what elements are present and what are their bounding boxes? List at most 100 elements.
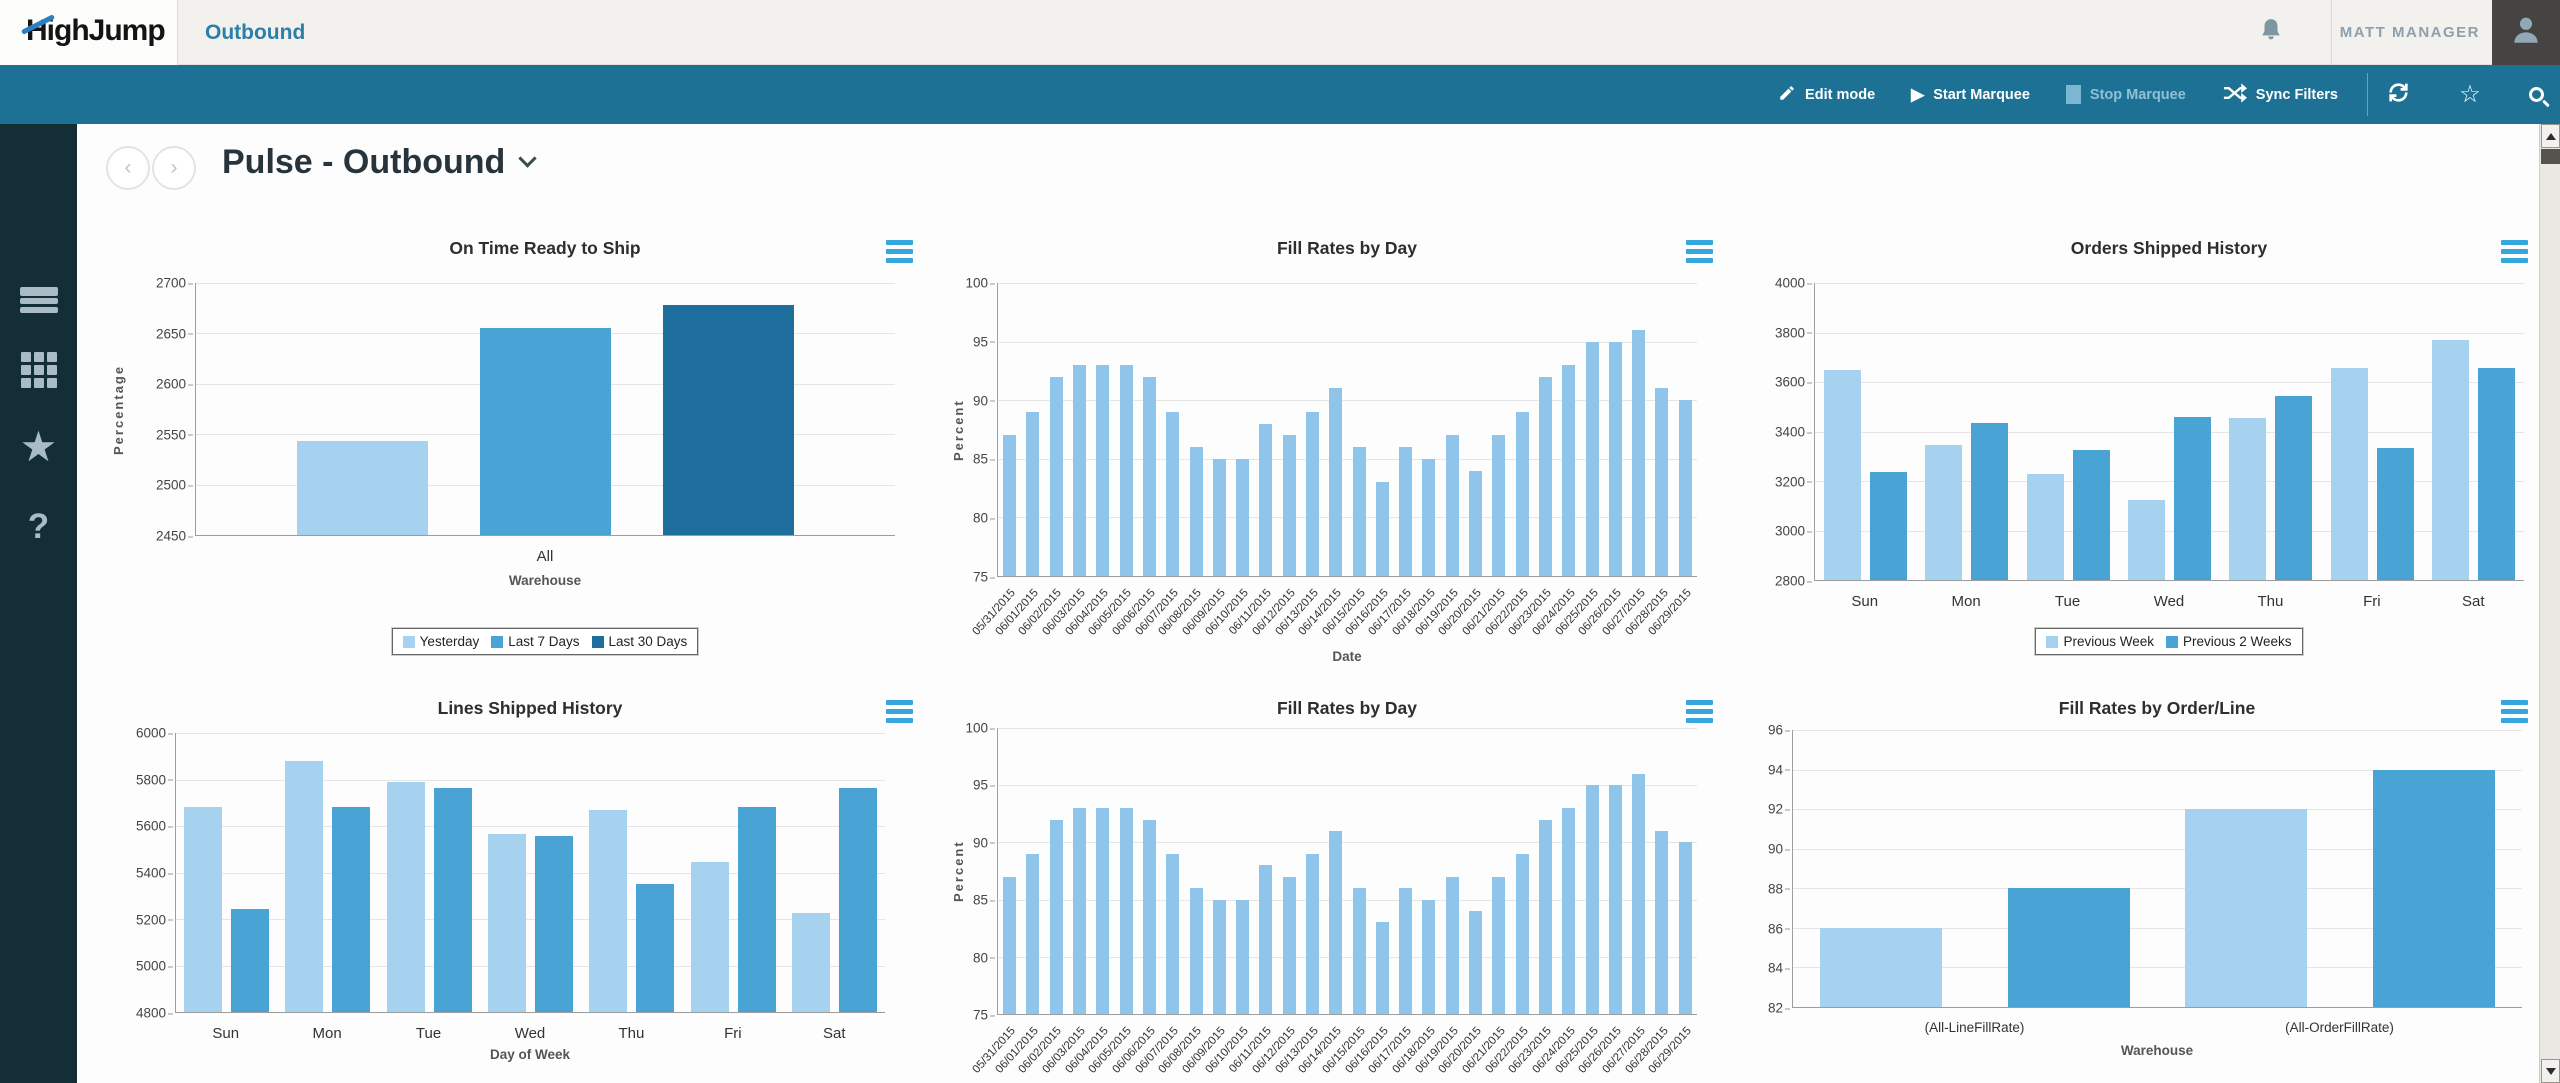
chart-panel-lines-shipped-history: Lines Shipped History 6000 5800 5600 5400 52… xyxy=(95,686,925,1083)
page-title-dropdown[interactable]: Pulse - Outbound xyxy=(222,143,538,182)
gridline xyxy=(1793,927,2522,929)
bar xyxy=(1820,927,1943,1007)
gridline xyxy=(1815,481,2524,482)
back-button[interactable]: ‹ xyxy=(106,146,150,190)
y-tick-label: 3600 xyxy=(1774,374,1813,390)
sidebar-apps-button[interactable] xyxy=(0,342,77,398)
scroll-down-button[interactable] xyxy=(2541,1059,2560,1083)
x-category-label: Sun xyxy=(212,1025,240,1042)
logo-container: HighJump xyxy=(0,0,178,65)
y-tick-label: 5400 xyxy=(135,865,174,881)
chart-title: Fill Rates by Order/Line xyxy=(2058,698,2256,718)
action-toolbar: Edit mode ▶ Start Marquee Stop Marquee S… xyxy=(0,65,2560,124)
y-tick-label: 3400 xyxy=(1774,424,1813,440)
bar xyxy=(1655,388,1669,576)
x-category-label: Sat xyxy=(2461,593,2485,610)
edit-mode-label: Edit mode xyxy=(1805,86,1876,103)
bar xyxy=(1352,447,1366,576)
bar xyxy=(1492,876,1506,1014)
bar xyxy=(1096,365,1110,576)
shuffle-icon xyxy=(2222,82,2247,108)
y-tick-label: 75 xyxy=(972,569,996,585)
bar xyxy=(1971,422,2009,580)
start-marquee-button[interactable]: ▶ Start Marquee xyxy=(1911,86,2030,103)
bar xyxy=(1306,411,1319,576)
x-category-label: Sat xyxy=(822,1025,846,1042)
x-category-label: Mon xyxy=(1951,593,1981,610)
legend-label: Last 30 Days xyxy=(608,634,688,649)
x-category-label: Tue xyxy=(2054,593,2081,610)
bar xyxy=(1608,785,1622,1014)
legend-label: Yesterday xyxy=(419,634,480,649)
favorite-button[interactable]: ☆ xyxy=(2459,80,2481,108)
bar-group xyxy=(1815,283,1916,580)
chart-menu-icon[interactable] xyxy=(882,232,917,271)
bar xyxy=(1049,376,1063,576)
bar xyxy=(534,836,573,1012)
y-tick-label: 82 xyxy=(1767,1000,1791,1016)
gridline xyxy=(998,785,1697,787)
bar xyxy=(1073,808,1087,1014)
bar-group xyxy=(2321,283,2422,580)
refresh-button[interactable] xyxy=(2386,80,2411,110)
y-tick-label: 90 xyxy=(1767,841,1791,857)
chart-menu-icon[interactable] xyxy=(1682,232,1717,271)
notifications-button[interactable] xyxy=(2258,0,2284,65)
y-tick-label: 86 xyxy=(1767,921,1791,937)
sync-filters-button[interactable]: Sync Filters xyxy=(2222,82,2338,108)
stop-marquee-label: Stop Marquee xyxy=(2089,86,2186,103)
forward-button[interactable]: › xyxy=(152,146,196,190)
user-menu[interactable]: MATT MANAGER xyxy=(2339,24,2480,41)
bar xyxy=(2330,368,2368,580)
stop-icon xyxy=(2065,85,2081,104)
bar xyxy=(2376,447,2414,580)
edit-mode-button[interactable]: Edit mode xyxy=(1778,84,1875,106)
y-tick-label: 88 xyxy=(1767,881,1791,897)
gridline xyxy=(1815,283,2524,284)
bar xyxy=(1236,899,1250,1014)
chart-panel-fill-rates-by-order-line: Fill Rates by Order/Line 96 94 92 90 88 86 84 8… xyxy=(1742,686,2540,1083)
bar-group xyxy=(682,733,783,1012)
bar-group xyxy=(2423,283,2524,580)
y-tick-label: 5000 xyxy=(135,958,174,974)
bar xyxy=(1352,888,1366,1014)
vertical-scrollbar[interactable] xyxy=(2539,124,2560,1083)
gridline xyxy=(176,965,885,967)
scrollbar-thumb[interactable] xyxy=(2541,149,2560,164)
chart-menu-icon[interactable] xyxy=(2497,232,2532,271)
bar xyxy=(184,807,223,1012)
chart-menu-icon[interactable] xyxy=(2497,692,2532,731)
bar xyxy=(1259,865,1273,1014)
sync-filters-label: Sync Filters xyxy=(2255,86,2338,103)
y-tick-label: 5800 xyxy=(135,772,174,788)
bar xyxy=(1469,470,1483,576)
chart-menu-icon[interactable] xyxy=(882,692,917,731)
sidebar-help-button[interactable]: ? xyxy=(0,499,77,555)
sidebar-menu-button[interactable] xyxy=(0,262,77,318)
plot-area xyxy=(195,283,895,536)
stop-marquee-button[interactable]: Stop Marquee xyxy=(2065,85,2186,104)
legend-item: Previous Week xyxy=(2046,634,2154,649)
gridline xyxy=(196,283,895,284)
scroll-up-button[interactable] xyxy=(2541,124,2560,148)
bar-group xyxy=(277,733,378,1012)
search-button[interactable] xyxy=(2528,87,2544,102)
bar-group xyxy=(581,733,682,1012)
x-category-label: Mon xyxy=(312,1025,342,1042)
gridline xyxy=(998,458,1697,460)
question-mark-icon: ? xyxy=(27,507,50,546)
pencil-icon xyxy=(1778,84,1796,106)
y-tick-label: 75 xyxy=(972,1007,996,1023)
legend-item: Last 30 Days xyxy=(591,634,688,649)
bar xyxy=(1538,376,1552,576)
x-category-label: Sun xyxy=(1851,593,1879,610)
bar xyxy=(1492,435,1506,576)
profile-button[interactable] xyxy=(2492,0,2560,65)
top-header: HighJump Outbound MATT MANAGER xyxy=(0,0,2560,65)
x-category-label: Fri xyxy=(724,1025,742,1042)
legend-label: Previous Week xyxy=(2063,634,2154,649)
bar xyxy=(285,760,324,1012)
sidebar-favorites-button[interactable]: ★ xyxy=(0,419,77,475)
bar xyxy=(1585,341,1599,576)
chart-menu-icon[interactable] xyxy=(1682,692,1717,731)
